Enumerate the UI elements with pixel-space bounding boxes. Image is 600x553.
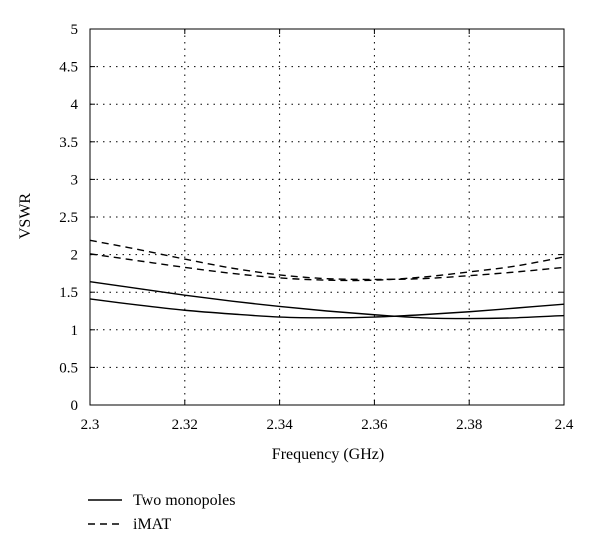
- plot-frame: [89, 28, 565, 406]
- two-monopoles-series-line-1: [89, 280, 565, 320]
- y-tick-label: 1: [71, 323, 79, 339]
- two-monopoles-series-line-2: [89, 298, 565, 319]
- x-tick-label: 2.32: [172, 417, 198, 433]
- legend-label-imat: iMAT: [133, 516, 171, 533]
- legend: Two monopoles iMAT: [88, 492, 235, 533]
- x-tick-label: 2.4: [555, 417, 574, 433]
- y-tick-label: 4: [71, 97, 79, 113]
- x-tick-label: 2.38: [456, 417, 482, 433]
- series-layer: [89, 239, 565, 320]
- x-tick-label: 2.3: [81, 417, 100, 433]
- x-tick-labels: 2.3 2.32 2.34 2.36 2.38 2.4: [81, 417, 574, 433]
- x-tick-label: 2.34: [266, 417, 293, 433]
- y-axis-label: VSWR: [17, 193, 34, 240]
- y-tick-label: 0: [71, 398, 79, 414]
- tick-marks: [89, 28, 565, 406]
- y-tick-labels: 0 0.5 1 1.5 2 2.5 3 3.5 4 4.5 5: [59, 22, 78, 414]
- grid: [90, 29, 564, 405]
- y-tick-label: 4.5: [59, 60, 78, 76]
- x-axis-label: Frequency (GHz): [272, 446, 384, 463]
- imat-series-line-2: [89, 253, 565, 282]
- y-tick-label: 3: [71, 172, 79, 188]
- x-tick-label: 2.36: [361, 417, 388, 433]
- imat-series-line-1: [89, 239, 565, 281]
- y-tick-label: 5: [71, 22, 79, 38]
- y-tick-label: 3.5: [59, 135, 78, 151]
- y-tick-label: 1.5: [59, 285, 78, 301]
- y-tick-label: 2: [71, 248, 79, 264]
- y-tick-label: 0.5: [59, 360, 78, 376]
- legend-label-two-monopoles: Two monopoles: [133, 492, 235, 509]
- y-tick-label: 2.5: [59, 210, 78, 226]
